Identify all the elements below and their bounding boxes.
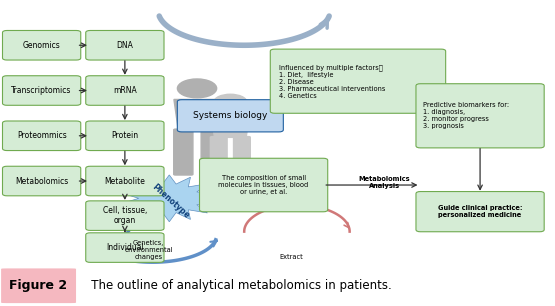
FancyBboxPatch shape [416, 192, 544, 232]
FancyBboxPatch shape [85, 233, 164, 262]
Text: Influenced by multiple factors：
1. Diet,  lifestyle
2. Disease
3. Pharmaceutical: Influenced by multiple factors： 1. Diet,… [279, 64, 385, 99]
Text: Predictive biomarkers for:
1. diagnosis,
2. monitor progress
3. prognosis: Predictive biomarkers for: 1. diagnosis,… [423, 102, 509, 129]
Text: Protein: Protein [112, 131, 138, 140]
Text: Proteommics: Proteommics [17, 131, 67, 140]
Text: Cell, tissue,
organ: Cell, tissue, organ [103, 206, 147, 225]
FancyBboxPatch shape [85, 31, 164, 60]
FancyBboxPatch shape [201, 129, 220, 175]
Polygon shape [122, 175, 217, 222]
Text: Genetics,
environmental
changes: Genetics, environmental changes [124, 240, 173, 259]
FancyBboxPatch shape [210, 136, 227, 176]
FancyBboxPatch shape [416, 84, 544, 148]
FancyBboxPatch shape [85, 201, 164, 230]
Text: Metabolite: Metabolite [104, 177, 145, 185]
Text: Figure 2: Figure 2 [9, 279, 67, 292]
Polygon shape [174, 99, 220, 130]
FancyBboxPatch shape [174, 129, 193, 175]
FancyBboxPatch shape [270, 49, 446, 113]
FancyBboxPatch shape [2, 76, 81, 105]
FancyBboxPatch shape [200, 158, 327, 212]
Circle shape [214, 94, 247, 110]
FancyBboxPatch shape [85, 166, 164, 196]
FancyBboxPatch shape [2, 31, 81, 60]
Text: Phenotype: Phenotype [150, 182, 191, 220]
FancyBboxPatch shape [2, 121, 81, 151]
Text: The outline of analytical metabolomics in patients.: The outline of analytical metabolomics i… [80, 279, 392, 292]
FancyBboxPatch shape [234, 136, 250, 176]
Text: Transcriptomics: Transcriptomics [12, 86, 72, 95]
Text: Guide clinical practice:
personalized medicine: Guide clinical practice: personalized me… [438, 205, 522, 218]
FancyBboxPatch shape [85, 121, 164, 151]
Text: mRNA: mRNA [113, 86, 137, 95]
Polygon shape [211, 112, 250, 137]
Text: Metabolomics: Metabolomics [15, 177, 68, 185]
FancyBboxPatch shape [1, 268, 76, 303]
FancyBboxPatch shape [178, 100, 283, 132]
Text: Systems biology: Systems biology [193, 111, 268, 120]
Text: Extract: Extract [280, 254, 303, 259]
Text: Genomics: Genomics [23, 41, 60, 50]
FancyBboxPatch shape [85, 76, 164, 105]
FancyBboxPatch shape [2, 166, 81, 196]
Text: DNA: DNA [117, 41, 133, 50]
Text: Individual: Individual [106, 243, 144, 252]
Text: Metabolomics
Analysis: Metabolomics Analysis [359, 176, 411, 189]
Text: The composition of small
molecules in tissues, blood
or urine, et al.: The composition of small molecules in ti… [219, 175, 309, 195]
Circle shape [178, 79, 216, 98]
